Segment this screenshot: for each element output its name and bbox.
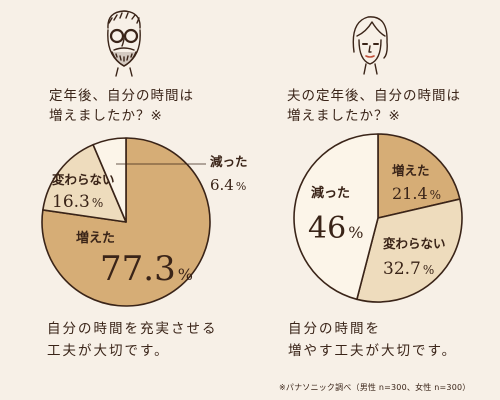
left-slice-value-1: 16.3% [52,192,103,212]
right-caption: 自分の時間を 増やす工夫が大切です。 [288,318,457,362]
left-caption: 自分の時間を充実させる 工夫が大切です。 [47,318,218,362]
left-slice-value-2: 6.4% [210,176,246,194]
left-title-line-1: 定年後、自分の時間は [49,88,194,104]
right-title-line-1: 夫の定年後、自分の時間は [287,88,461,104]
right-pie-slice-0 [377,133,461,219]
right-slice-label-1: 変わらない [383,236,446,251]
right-pie-slice-2 [293,133,379,301]
left-slice-label-2: 減った [210,154,248,169]
left-slice-label-1: 変わらない [52,172,115,187]
pie-labels: 増えた 77.3 % 変わらない 16.3 % 減った 6.4 % 増えた 21.4 % 変わらない 32… [52,154,446,289]
woman-face-icon [352,16,388,75]
right-slice-value-0: 21.4% [392,184,441,203]
bearded-man-with-glasses-icon [107,10,141,77]
left-panel-title: 定年後、自分の時間は 増えましたか？※ [49,86,194,126]
left-pie-chart [41,137,211,307]
left-caption-line-1: 自分の時間を充実させる [47,321,218,337]
left-pie-slice-1 [42,143,127,223]
right-panel-title: 夫の定年後、自分の時間は 増えましたか？※ [287,86,461,126]
left-pie-slice-2 [92,137,127,223]
right-slice-label-2: 減った [311,185,350,201]
left-slice-value-0: 77.3% [100,249,193,289]
right-slice-value-1: 32.7% [383,259,434,279]
right-pie-chart [293,133,463,303]
right-slice-label-0: 増えた [392,163,430,178]
left-slice-label-0: 増えた [76,230,115,246]
source-footnote: ※パナソニック調べ（男性 n=300、女性 n=300） [279,383,471,392]
right-slice-value-2: 46% [308,211,363,246]
left-title-line-2: 増えましたか？※ [49,108,163,124]
right-caption-line-1: 自分の時間を [288,321,381,337]
left-caption-line-2: 工夫が大切です。 [47,343,170,359]
right-pie-slice-1 [356,198,463,303]
right-title-line-2: 増えましたか？※ [287,108,401,124]
right-caption-line-2: 増やす工夫が大切です。 [288,343,458,359]
